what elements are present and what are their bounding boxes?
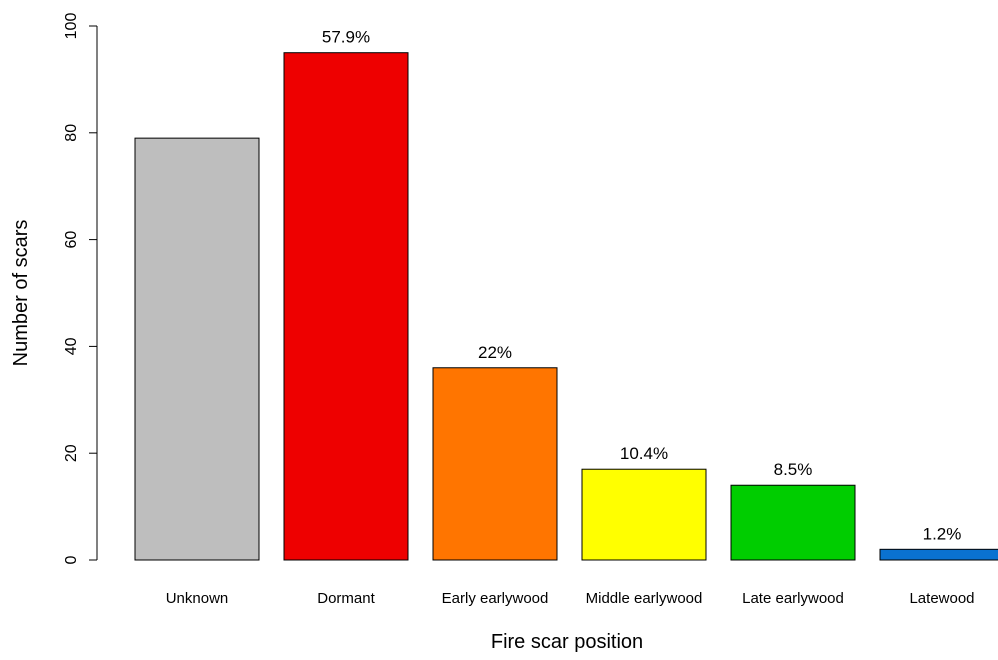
x-tick-label: Early earlywood [442, 590, 549, 607]
y-tick-label: 40 [63, 337, 80, 355]
y-tick-label: 20 [63, 444, 80, 462]
bar-middle-earlywood [581, 468, 707, 561]
bar-unknown [134, 137, 260, 561]
bar-data-label: 1.2% [923, 524, 962, 543]
bar-data-label: 22% [478, 343, 512, 362]
bar-data-label: 10.4% [620, 444, 668, 463]
bar-early-earlywood [432, 367, 558, 561]
x-tick-label: Middle earlywood [586, 590, 703, 607]
bars [134, 52, 998, 561]
bar-dormant [283, 52, 409, 561]
y-tick-label: 0 [63, 555, 80, 564]
y-axis: 0 20 40 60 80 100 [63, 13, 98, 564]
bar-data-label: 8.5% [774, 460, 813, 479]
x-tick-label: Late earlywood [742, 590, 844, 607]
y-tick-label: 100 [63, 13, 80, 40]
bar-data-label: 57.9% [322, 28, 370, 47]
y-axis-title: Number of scars [10, 220, 32, 367]
x-tick-label: Dormant [317, 590, 375, 607]
x-axis-title: Fire scar position [491, 631, 643, 653]
bar-latewood [879, 548, 998, 561]
bar-late-earlywood [730, 484, 856, 561]
x-tick-label: Unknown [166, 590, 229, 607]
data-labels: 57.9% 22% 10.4% 8.5% 1.2% [322, 28, 961, 544]
y-tick-label: 60 [63, 231, 80, 249]
x-tick-labels: Unknown Dormant Early earlywood Middle earl… [166, 590, 975, 607]
x-tick-label: Latewood [909, 590, 974, 607]
y-tick-label: 80 [63, 124, 80, 142]
